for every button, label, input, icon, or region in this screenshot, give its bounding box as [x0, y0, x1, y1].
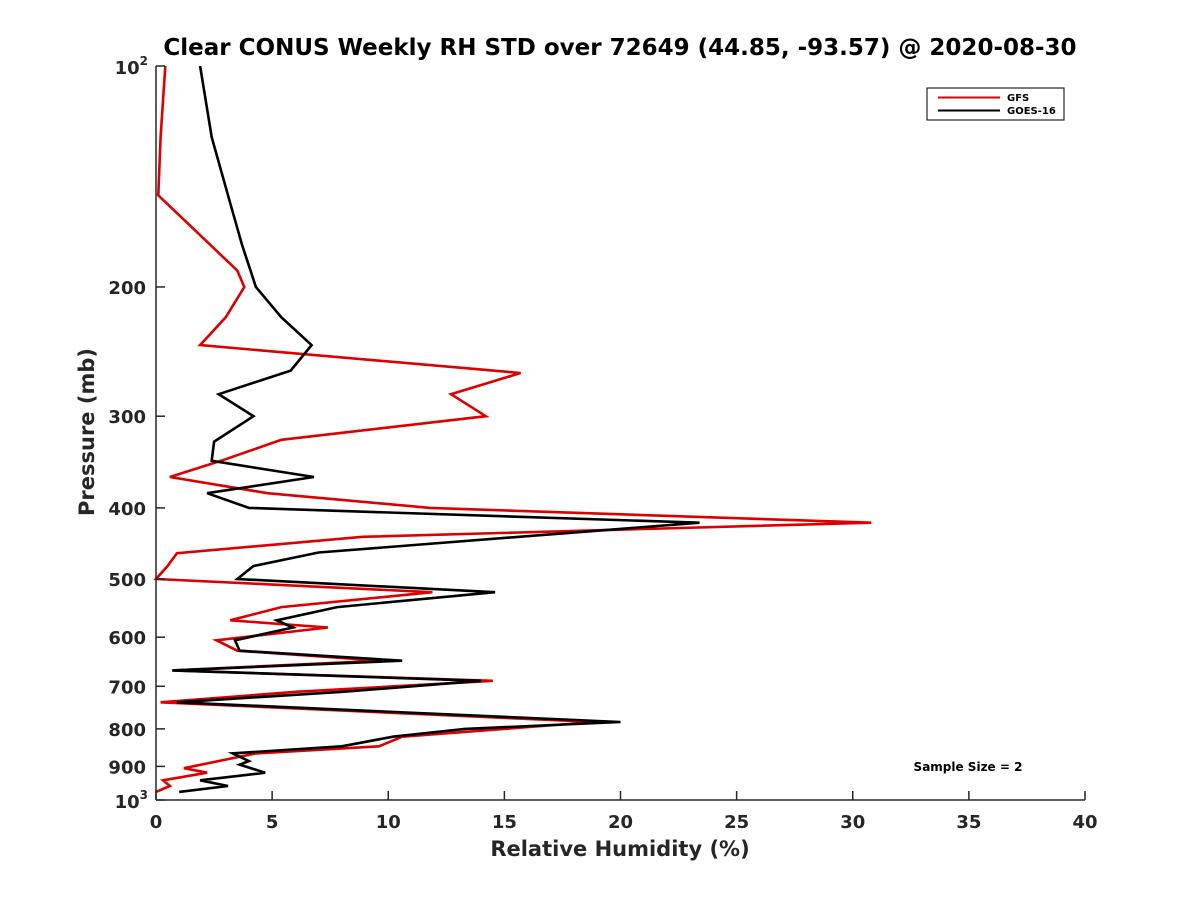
x-tick-label: 5 [266, 812, 279, 833]
x-tick-label: 40 [1072, 812, 1097, 833]
x-tick-label: 15 [492, 812, 517, 833]
series-line-goes16 [172, 65, 700, 794]
y-tick-label: 600 [108, 628, 146, 649]
x-tick-label: 25 [724, 812, 749, 833]
x-tick-label: 35 [956, 812, 981, 833]
y-tick-label: 800 [108, 720, 146, 741]
y-tick-label: 400 [108, 499, 146, 520]
y-tick-label: 300 [108, 407, 146, 428]
x-tick-label: 20 [608, 812, 633, 833]
y-axis-label: Pressure (mb) [75, 348, 99, 516]
x-tick-label: 0 [150, 812, 163, 833]
x-tick-label: 10 [376, 812, 401, 833]
chart-title: Clear CONUS Weekly RH STD over 72649 (44… [163, 35, 1076, 61]
x-axis-label: Relative Humidity (%) [490, 837, 749, 861]
plot-area: 0 5 10 15 20 25 30 35 40 102 200 300 400 500 600 700 800… [108, 54, 1097, 833]
legend-label-gfs: GFS [1007, 93, 1029, 104]
x-tick-label: 30 [840, 812, 865, 833]
y-tick-label: 900 [108, 757, 146, 778]
sample-size-annotation: Sample Size = 2 [914, 760, 1023, 774]
series-line-gfs [153, 65, 872, 794]
y-tick-label: 500 [108, 570, 146, 591]
y-tick-label: 200 [108, 278, 146, 299]
y-tick-label: 103 [115, 788, 148, 813]
legend-box [926, 87, 1065, 121]
legend-label-goes16: GOES-16 [1007, 106, 1056, 117]
y-tick-label: 102 [115, 54, 148, 79]
y-tick-label: 700 [108, 677, 146, 698]
legend: GFS GOES-16 [926, 87, 1065, 121]
